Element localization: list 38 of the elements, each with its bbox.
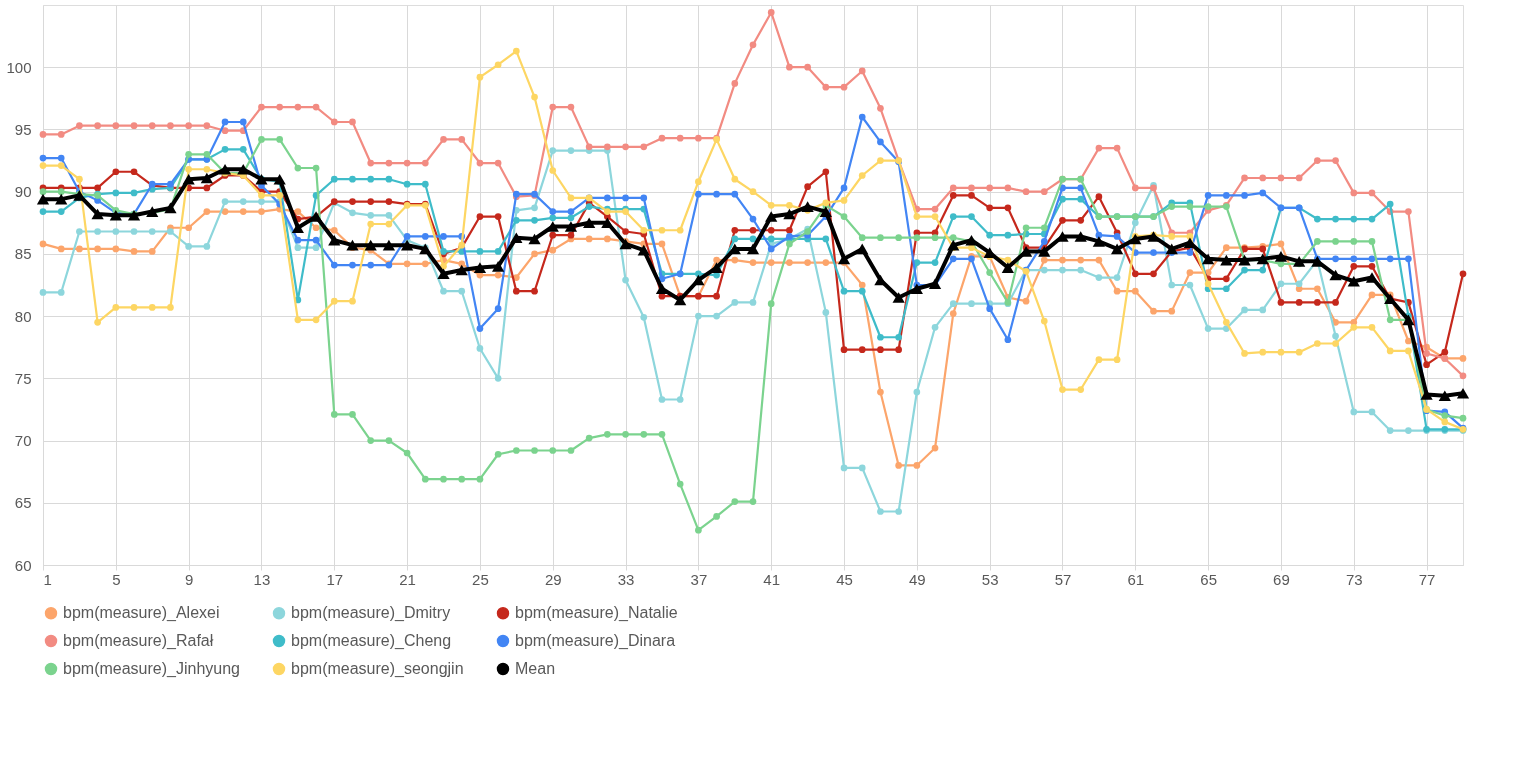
y-tick-label: 85: [14, 245, 32, 263]
x-tick-label: 21: [399, 570, 416, 588]
legend-label: bpm(measure)_Rafał: [63, 632, 214, 650]
x-tick-label: 69: [1273, 570, 1290, 588]
y-tick-label: 70: [14, 432, 32, 450]
x-tick-label: 13: [253, 570, 271, 588]
legend-label: bpm(measure)_Alexei: [63, 604, 220, 623]
legend-label: bpm(measure)_Natalie: [515, 604, 678, 623]
legend-label: Mean: [515, 660, 556, 677]
x-tick-label: 9: [184, 570, 194, 588]
y-tick-label: 80: [14, 307, 32, 325]
legend-label: bpm(measure)_Cheng: [291, 632, 452, 650]
x-tick-label: 25: [472, 570, 489, 588]
x-tick-label: 1: [43, 570, 52, 588]
x-tick-label: 41: [763, 570, 781, 588]
x-tick-label: 77: [1418, 570, 1436, 588]
x-tick-label: 49: [909, 570, 926, 588]
y-tick-label: 60: [14, 556, 32, 574]
x-tick-label: 45: [836, 570, 853, 588]
x-tick-label: 53: [981, 570, 999, 588]
x-tick-label: 57: [1054, 570, 1072, 588]
legend-label: bpm(measure)_Dmitry: [291, 604, 451, 623]
x-tick-label: 61: [1127, 570, 1145, 588]
legend-label: bpm(measure)_Dinara: [515, 632, 676, 650]
x-tick-label: 37: [690, 570, 708, 588]
x-tick-label: 29: [544, 570, 562, 588]
x-tick-label: 65: [1200, 570, 1217, 588]
legend-label: bpm(measure)_Jinhyung: [63, 660, 240, 678]
y-tick-label: 65: [14, 494, 32, 512]
x-tick-label: 5: [112, 570, 121, 588]
x-tick-label: 73: [1345, 570, 1363, 588]
y-tick-label: 90: [14, 183, 32, 201]
legend-label: bpm(measure)_seongjin: [291, 660, 464, 678]
x-tick-label: 33: [617, 570, 635, 588]
y-tick-label: 95: [14, 120, 32, 138]
y-tick-label: 75: [14, 369, 32, 387]
y-tick-label: 100: [6, 58, 32, 76]
x-tick-label: 17: [326, 570, 344, 588]
